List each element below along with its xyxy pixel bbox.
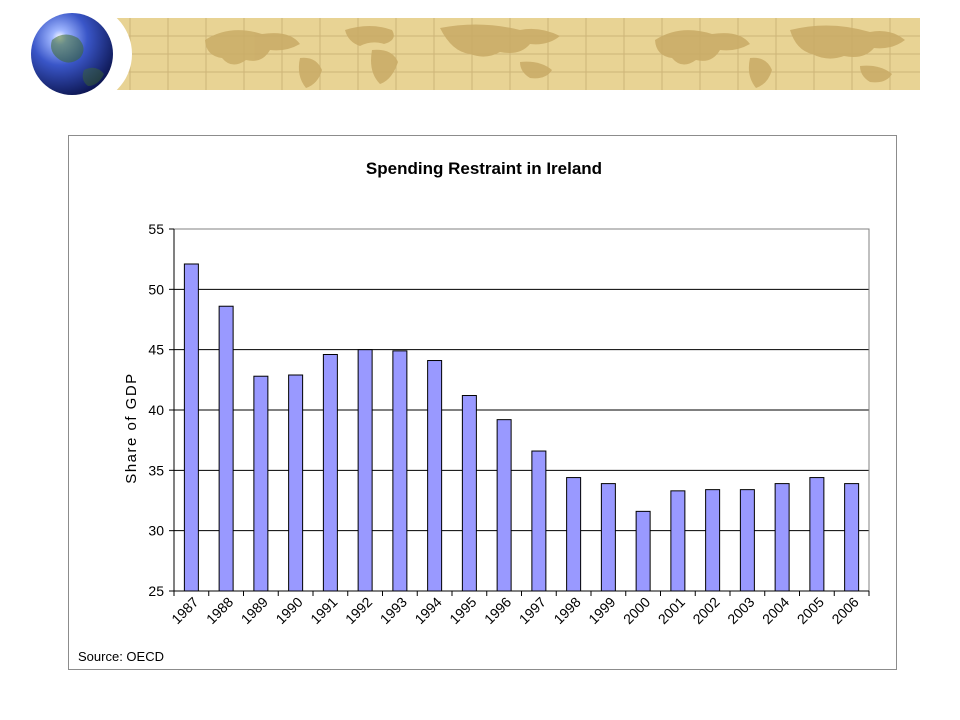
bar-2001: [670, 490, 686, 592]
bar-2005: [809, 477, 825, 592]
x-tick-label: 1987: [168, 594, 201, 627]
header-banner: [31, 4, 920, 104]
bar-1994: [427, 360, 443, 592]
bar-1987: [183, 263, 199, 592]
x-tick-label: 1991: [307, 594, 340, 627]
x-tick-label: 2004: [759, 594, 792, 627]
x-tick-label: 2003: [724, 594, 757, 627]
bar-1998: [566, 477, 582, 592]
bar-2000: [635, 510, 651, 592]
x-tick-label: 2005: [794, 594, 827, 627]
x-tick-label: 1993: [377, 594, 410, 627]
bar-1989: [253, 375, 269, 592]
bar-2006: [844, 483, 860, 592]
globe-land: [51, 34, 84, 63]
y-tick-label: 30: [148, 523, 164, 539]
y-axis-label: Share of GDP: [123, 372, 140, 483]
bar-1993: [392, 350, 408, 592]
y-tick-label: 50: [148, 281, 164, 297]
bar-1992: [357, 349, 373, 592]
bar-1995: [461, 395, 477, 592]
x-tick-label: 1997: [516, 594, 549, 627]
bar-1999: [600, 483, 616, 592]
x-tick-label: 1999: [585, 594, 618, 627]
x-tick-label: 1988: [203, 594, 236, 627]
x-tick-label: 2006: [828, 594, 861, 627]
bar-1996: [496, 419, 512, 592]
source-note: Source: OECD: [78, 649, 164, 664]
bar-2002: [705, 489, 721, 592]
y-tick-label: 25: [148, 583, 164, 599]
bar-2004: [774, 483, 790, 592]
y-tick-label: 45: [148, 342, 164, 358]
bar-1991: [322, 353, 338, 592]
x-tick-label: 2000: [620, 594, 653, 627]
chart-container: Spending Restraint in Ireland Share of G…: [68, 135, 897, 670]
bar-chart: Spending Restraint in Ireland Share of G…: [123, 159, 870, 627]
chart-title: Spending Restraint in Ireland: [366, 159, 602, 178]
x-tick-label: 1996: [481, 594, 514, 627]
bar-1997: [531, 450, 547, 592]
x-tick-label: 1994: [411, 594, 444, 627]
x-tick-label: 1992: [342, 594, 375, 627]
x-tick-label: 1989: [238, 594, 271, 627]
bars: [183, 263, 860, 592]
x-tick-label: 1998: [550, 594, 583, 627]
x-axis-ticks: 1987 1988 1989 1990 1991 1992 1993 1994 1995 1996…: [168, 591, 870, 627]
y-tick-label: 35: [148, 462, 164, 478]
x-tick-label: 1990: [272, 594, 305, 627]
x-tick-label: 2001: [655, 594, 688, 627]
x-tick-label: 2002: [689, 594, 722, 627]
x-tick-label: 1995: [446, 594, 479, 627]
banner-world-map: [205, 24, 905, 88]
y-tick-label: 40: [148, 402, 164, 418]
y-tick-label: 55: [148, 221, 164, 237]
y-axis-ticks: 25 30 35 40 45 50 55: [148, 221, 174, 599]
bar-1988: [218, 305, 234, 592]
bar-2003: [739, 489, 755, 592]
bar-1990: [288, 374, 304, 592]
globe-land: [82, 67, 104, 86]
